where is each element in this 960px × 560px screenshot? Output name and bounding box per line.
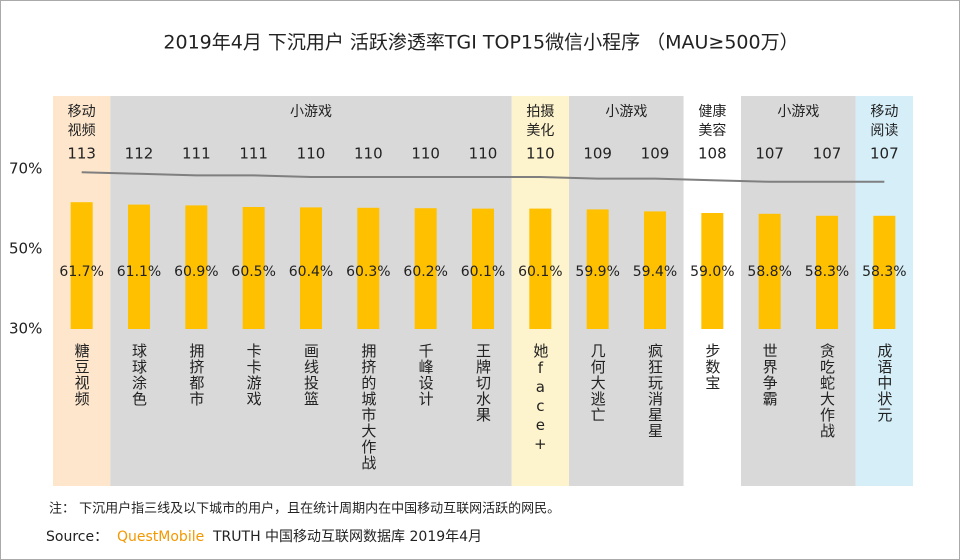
value-label: 60.3% (346, 264, 390, 280)
line-value-label: 107 (813, 145, 842, 163)
value-label: 59.4% (633, 264, 677, 280)
bar (70, 202, 93, 329)
y-tick-label: 50% (9, 240, 42, 258)
group-label: 小游戏 (290, 104, 332, 120)
x-tick-label: 几何大逃亡 (589, 343, 607, 423)
bar (816, 215, 838, 329)
line (81, 171, 885, 183)
line-value-label: 107 (870, 145, 899, 163)
y-tick-label: 70% (9, 160, 42, 178)
line-value-label: 109 (583, 145, 612, 163)
value-label: 60.4% (289, 264, 333, 280)
bar (242, 207, 265, 329)
y-tick-label: 30% (9, 320, 42, 338)
value-label: 60.1% (461, 264, 505, 280)
bar (357, 207, 380, 329)
x-tick-label: 她face+ (531, 343, 549, 454)
group-label: 移动阅读 (870, 104, 898, 139)
bar (701, 213, 724, 329)
x-tick-label: 疯狂玩消星星 (646, 343, 664, 439)
line-value-label: 110 (354, 145, 383, 163)
bar (873, 215, 896, 329)
value-label: 61.7% (59, 264, 103, 280)
x-tick-label: 卡卡游戏 (245, 343, 263, 407)
bar (758, 213, 781, 329)
line-value-label: 112 (125, 145, 154, 163)
line-value-label: 110 (411, 145, 440, 163)
value-label: 60.1% (518, 264, 562, 280)
group-label: 小游戏 (605, 104, 647, 120)
group-label: 健康美容 (698, 103, 726, 139)
bar (472, 208, 494, 329)
value-label: 60.2% (403, 264, 447, 280)
x-tick-label: 成语中状元 (875, 343, 893, 423)
group-label: 拍摄美化 (526, 104, 554, 139)
value-label: 58.3% (805, 264, 849, 280)
line-value-label: 110 (526, 145, 555, 163)
source-text: TRUTH 中国移动互联网数据库 2019年4月 (212, 529, 482, 545)
x-tick-label: 世界争霸 (761, 343, 779, 407)
x-tick-label: 拥挤的城市大作战 (359, 343, 377, 471)
value-label: 58.3% (862, 264, 906, 280)
bar (128, 204, 150, 329)
x-tick-label: 步数宝 (703, 343, 721, 391)
line-value-label: 111 (182, 145, 211, 163)
bar (644, 211, 666, 329)
note: 注： 下沉用户指三线及以下城市的用户，且在统计周期内在中国移动互联网活跃的网民。 (49, 501, 560, 517)
source-label: Source： (46, 529, 108, 545)
value-label: 60.9% (174, 264, 218, 280)
line-value-label: 109 (641, 145, 670, 163)
bar (529, 208, 552, 329)
bar (414, 208, 437, 329)
bar (300, 207, 322, 329)
line-value-label: 111 (239, 145, 268, 163)
line-value-label: 107 (755, 145, 784, 163)
value-label: 59.9% (575, 264, 619, 280)
source-brand: QuestMobile (117, 529, 204, 545)
x-tick-label: 拥挤都市 (187, 343, 205, 407)
line-value-label: 113 (67, 145, 96, 163)
x-tick-label: 贪吃蛇大作战 (818, 343, 836, 439)
x-tick-label: 千峰设计 (417, 343, 435, 407)
x-tick-label: 王牌切水果 (474, 343, 492, 423)
group-label: 移动视频 (68, 104, 96, 139)
x-tick-label: 糖豆视频 (73, 343, 91, 407)
line-value-label: 110 (469, 145, 498, 163)
bar (586, 209, 609, 329)
x-tick-label: 画线投篮 (302, 343, 320, 407)
line-value-label: 110 (297, 145, 326, 163)
chart-title: 2019年4月 下沉用户 活跃渗透率TGI TOP15微信小程序 （MAU≥50… (163, 32, 798, 54)
value-label: 59.0% (690, 264, 734, 280)
x-tick-label: 球球涂色 (130, 343, 148, 407)
value-label: 61.1% (117, 264, 161, 280)
line-value-label: 108 (698, 145, 727, 163)
bar (185, 205, 208, 329)
value-label: 60.5% (231, 264, 275, 280)
group-label: 小游戏 (777, 104, 819, 120)
value-label: 58.8% (747, 264, 791, 280)
